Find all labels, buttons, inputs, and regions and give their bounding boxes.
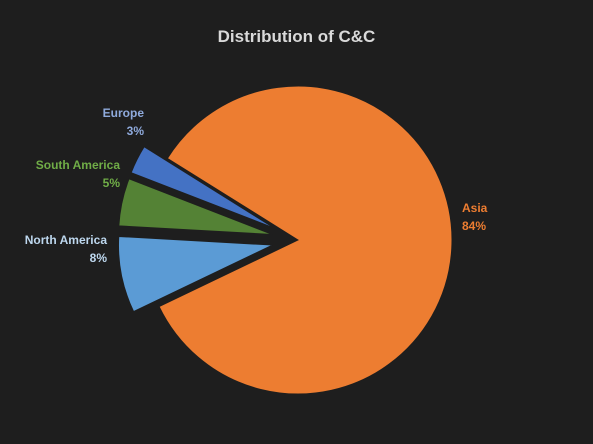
pie-slice-asia	[158, 85, 453, 395]
slice-label-north-america: North America	[25, 233, 108, 247]
slice-label-europe: Europe	[103, 106, 145, 120]
slice-value-south-america: 5%	[103, 176, 121, 190]
pie-slice-europe	[130, 146, 276, 229]
pie-slice-north-america	[117, 235, 273, 313]
slice-value-europe: 3%	[127, 124, 145, 138]
chart-title: Distribution of C&C	[217, 27, 376, 46]
slice-value-asia: 84%	[462, 219, 486, 233]
pie-slice-south-america	[118, 178, 273, 236]
slice-value-north-america: 8%	[90, 251, 108, 265]
slice-label-south-america: South America	[36, 158, 121, 172]
slice-label-asia: Asia	[462, 201, 488, 215]
